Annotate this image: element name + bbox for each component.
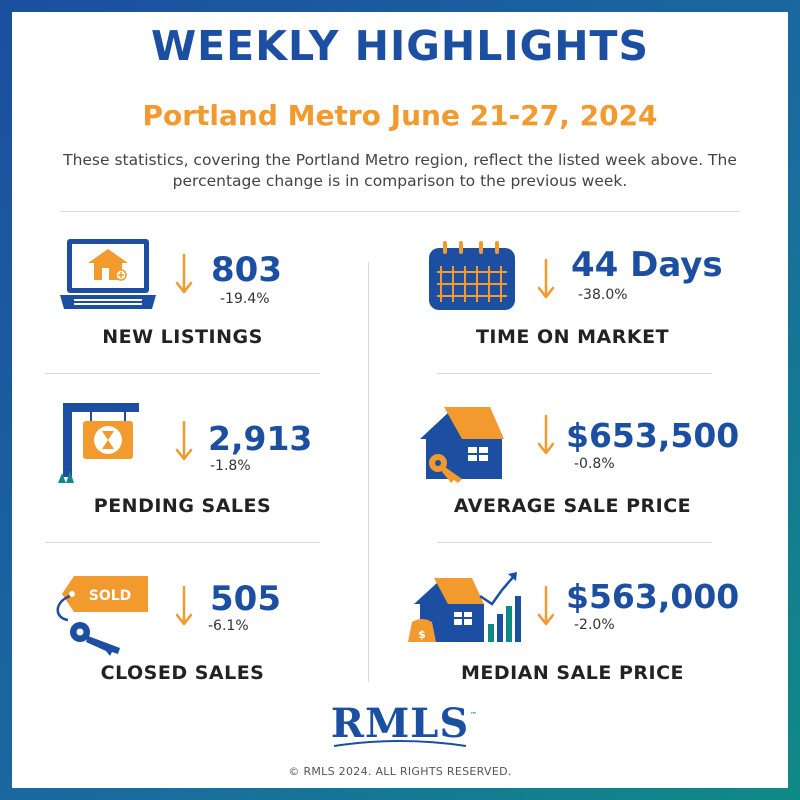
average-sale-price-value: $653,500 bbox=[566, 416, 740, 455]
down-arrow-icon bbox=[175, 420, 193, 461]
median-sale-price-change: -2.0% bbox=[574, 617, 615, 633]
divider-right-1 bbox=[437, 373, 712, 374]
median-sale-price-label: MEDIAN SALE PRICE bbox=[460, 662, 685, 684]
divider-left-1 bbox=[45, 373, 320, 374]
sold-tag-text: SOLD bbox=[89, 588, 132, 604]
description: These statistics, covering the Portland … bbox=[63, 151, 737, 190]
new-listings-value: 803 bbox=[211, 250, 282, 290]
pending-sales-label: PENDING SALES bbox=[93, 495, 272, 517]
rmls-logo: RMLS bbox=[330, 700, 470, 747]
pending-sales-value: 2,913 bbox=[208, 419, 313, 458]
down-arrow-icon bbox=[537, 414, 555, 455]
copyright-text: © RMLS 2024. ALL RIGHTS RESERVED. bbox=[288, 765, 512, 778]
logo-trademark: ™ bbox=[470, 711, 477, 719]
pending-sales-change: -1.8% bbox=[210, 458, 251, 474]
divider-right-2 bbox=[437, 542, 712, 543]
svg-text:$: $ bbox=[418, 628, 426, 641]
logo-swash bbox=[333, 740, 467, 747]
divider-vertical bbox=[368, 262, 369, 682]
closed-sales-change: -6.1% bbox=[208, 618, 249, 634]
sold-tag-icon: SOLD bbox=[56, 576, 148, 656]
time-on-market-value: 44 Days bbox=[571, 245, 723, 285]
house-growth-chart-icon: $ bbox=[408, 572, 521, 642]
average-sale-price-change: -0.8% bbox=[574, 456, 615, 472]
page-title: WEEKLY HIGHLIGHTS bbox=[150, 22, 650, 70]
average-sale-price-label: AVERAGE SALE PRICE bbox=[453, 495, 692, 517]
page-subtitle: Portland Metro June 21-27, 2024 bbox=[142, 99, 658, 132]
down-arrow-icon bbox=[175, 253, 193, 294]
divider-top bbox=[60, 211, 740, 212]
divider-left-2 bbox=[45, 542, 320, 543]
calendar-icon bbox=[429, 241, 515, 310]
median-sale-price-value: $563,000 bbox=[566, 577, 740, 616]
content-card bbox=[12, 12, 788, 788]
down-arrow-icon bbox=[537, 585, 555, 626]
closed-sales-value: 505 bbox=[210, 579, 281, 619]
down-arrow-icon bbox=[175, 585, 193, 626]
house-key-icon bbox=[420, 407, 504, 483]
laptop-house-icon bbox=[60, 239, 156, 309]
time-on-market-label: TIME ON MARKET bbox=[475, 326, 670, 348]
down-arrow-icon bbox=[537, 258, 555, 299]
time-on-market-change: -38.0% bbox=[578, 287, 628, 303]
closed-sales-label: CLOSED SALES bbox=[100, 662, 265, 684]
new-listings-label: NEW LISTINGS bbox=[102, 326, 263, 348]
new-listings-change: -19.4% bbox=[220, 291, 270, 307]
pending-sign-icon bbox=[58, 403, 139, 483]
